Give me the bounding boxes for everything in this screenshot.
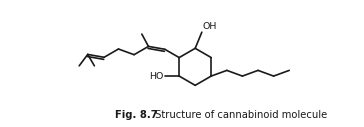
Text: Structure of cannabinoid molecule: Structure of cannabinoid molecule [153,110,328,120]
Text: Fig. 8.7: Fig. 8.7 [115,110,157,120]
Text: OH: OH [203,22,217,31]
Text: HO: HO [150,72,164,81]
